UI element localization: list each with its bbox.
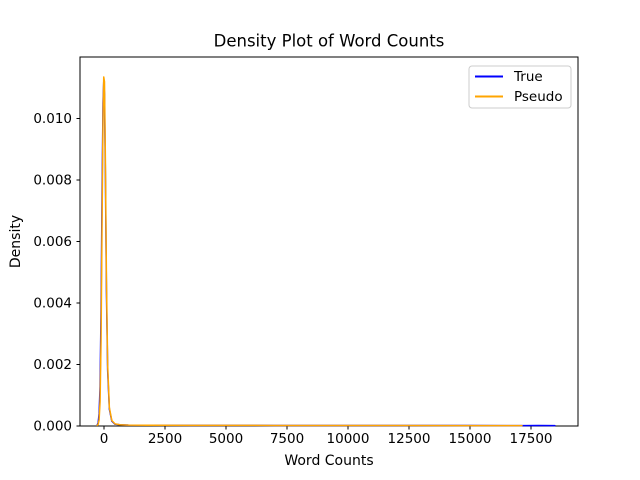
x-tick-label: 0 <box>100 431 109 447</box>
y-axis-label: Density <box>8 215 24 268</box>
plot-frame <box>79 56 579 427</box>
x-tick-label: 5000 <box>209 431 243 447</box>
x-tick-label: 15000 <box>449 431 492 447</box>
y-tick-label: 0.002 <box>33 357 72 373</box>
y-tick-label: 0.010 <box>33 111 72 127</box>
y-tick-label: 0.004 <box>33 296 72 312</box>
y-tick-label: 0.000 <box>33 419 72 435</box>
x-tick-label: 2500 <box>148 431 182 447</box>
x-tick-label: 10000 <box>327 431 370 447</box>
series-line-pseudo <box>96 76 523 427</box>
legend-label-true: True <box>513 69 543 85</box>
x-tick-label: 17500 <box>510 431 553 447</box>
chart-title: Density Plot of Word Counts <box>214 32 445 51</box>
y-tick-label: 0.006 <box>33 234 72 250</box>
x-tick-label: 7500 <box>270 431 304 447</box>
x-axis-label: Word Counts <box>284 453 373 469</box>
y-tick-label: 0.008 <box>33 173 72 189</box>
x-tick-label: 12500 <box>388 431 431 447</box>
legend-label-pseudo: Pseudo <box>514 89 563 105</box>
